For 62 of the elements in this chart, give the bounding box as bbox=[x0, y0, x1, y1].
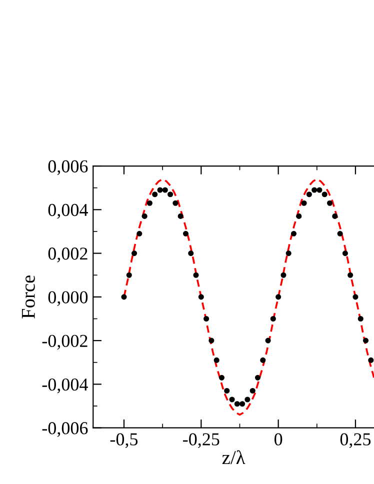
point bbox=[270, 316, 276, 322]
x-tick-label: -0,25 bbox=[183, 433, 220, 448]
y-axis-title: Force bbox=[22, 275, 35, 319]
point bbox=[178, 213, 184, 219]
point bbox=[260, 357, 266, 363]
point bbox=[234, 401, 240, 407]
point bbox=[126, 272, 132, 278]
point bbox=[265, 338, 271, 344]
point bbox=[142, 213, 148, 219]
point bbox=[362, 338, 369, 344]
y-tick-label: 0,004 bbox=[48, 204, 88, 219]
point bbox=[306, 192, 312, 198]
point bbox=[214, 357, 220, 363]
point bbox=[198, 294, 204, 300]
point bbox=[276, 294, 282, 300]
point bbox=[193, 272, 199, 278]
point bbox=[342, 250, 348, 256]
y-tick-label: -0,002 bbox=[42, 334, 88, 350]
point bbox=[368, 357, 374, 363]
y-tick-label: 0,000 bbox=[48, 291, 88, 306]
x-tick-label: 0,25 bbox=[340, 433, 371, 448]
point bbox=[188, 250, 194, 256]
point bbox=[290, 230, 297, 236]
point bbox=[296, 213, 302, 219]
point bbox=[229, 396, 235, 402]
point bbox=[204, 316, 210, 322]
point bbox=[131, 250, 138, 256]
point bbox=[312, 187, 318, 193]
point bbox=[316, 187, 322, 193]
point bbox=[332, 213, 338, 219]
point bbox=[121, 294, 127, 300]
point bbox=[358, 316, 364, 322]
point bbox=[146, 200, 152, 206]
point bbox=[286, 250, 292, 256]
point bbox=[224, 388, 230, 394]
point bbox=[352, 294, 358, 300]
point bbox=[240, 401, 246, 407]
point bbox=[182, 230, 188, 236]
y-tick-label: -0,004 bbox=[42, 378, 88, 394]
point bbox=[172, 200, 178, 206]
y-tick-label: 0,006 bbox=[48, 160, 88, 176]
point bbox=[208, 338, 214, 344]
y-tick-label: 0,002 bbox=[48, 248, 88, 262]
point bbox=[254, 374, 261, 380]
point bbox=[218, 374, 225, 380]
point bbox=[337, 230, 343, 236]
point bbox=[322, 192, 328, 198]
point bbox=[348, 272, 354, 278]
point bbox=[157, 187, 163, 193]
point bbox=[326, 200, 333, 206]
point bbox=[162, 187, 168, 193]
point bbox=[152, 192, 158, 198]
point bbox=[244, 396, 250, 402]
point bbox=[280, 272, 286, 278]
point bbox=[301, 200, 307, 206]
y-tick-label: -0,006 bbox=[42, 422, 88, 437]
point bbox=[250, 388, 256, 394]
point bbox=[136, 230, 142, 236]
x-tick-label: 0 bbox=[274, 433, 282, 446]
x-axis-title: z/λ bbox=[222, 450, 246, 464]
point bbox=[168, 192, 174, 198]
x-tick-label: -0,5 bbox=[110, 433, 138, 448]
